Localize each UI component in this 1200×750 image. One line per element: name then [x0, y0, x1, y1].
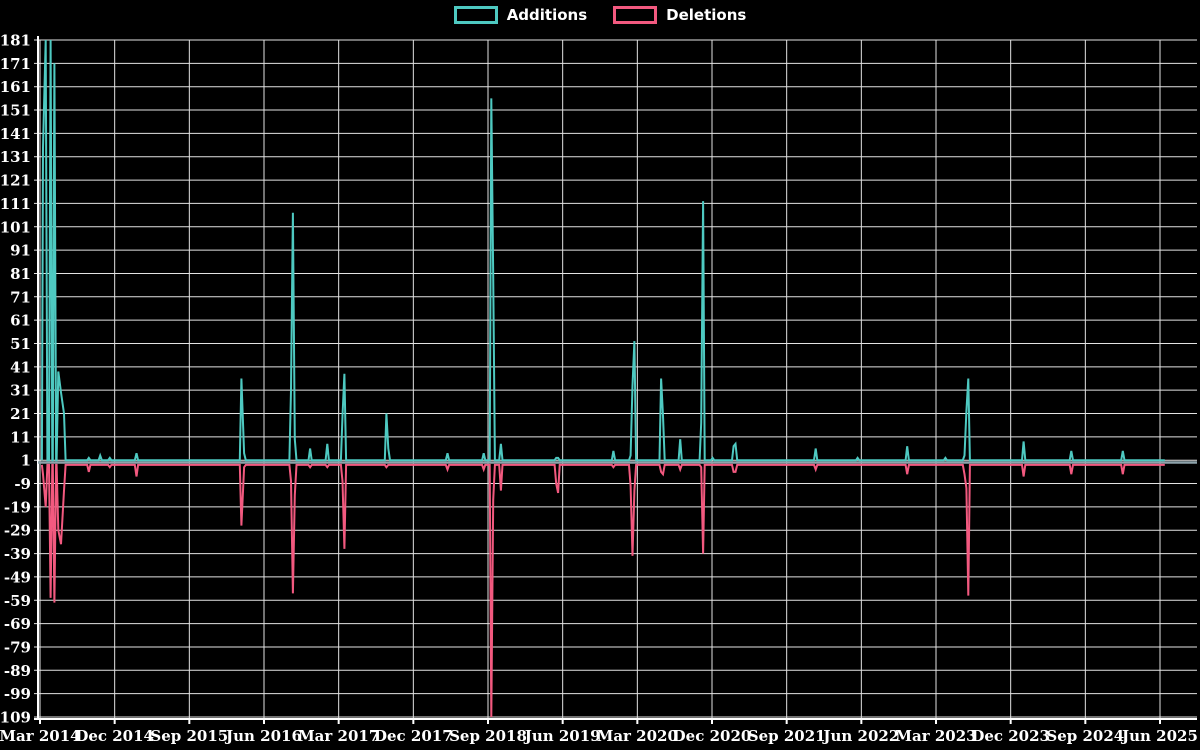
additions-legend-swatch	[453, 6, 498, 24]
y-tick-label: 121	[0, 172, 31, 190]
y-tick-label: 151	[0, 102, 31, 120]
y-tick-label: 171	[0, 55, 31, 73]
y-tick-label: 41	[10, 358, 31, 376]
y-tick-label: 181	[0, 32, 31, 50]
x-tick-label: Jun 2019	[523, 727, 601, 745]
y-tick-label: 61	[10, 312, 31, 330]
y-tick-label: -9	[14, 475, 31, 493]
y-tick-label: -99	[4, 685, 31, 703]
x-tick-label: Jun 2022	[821, 727, 899, 745]
x-tick-label: Mar 2014	[0, 727, 81, 745]
y-tick-label: -39	[4, 545, 31, 563]
y-tick-label: -29	[4, 522, 31, 540]
y-tick-label: 1	[21, 452, 31, 470]
deletions-series-line	[40, 463, 1165, 718]
chart-legend: Additions Deletions	[0, 6, 1200, 24]
x-tick-label: Dec 2017	[374, 727, 453, 745]
x-tick-label: Dec 2023	[971, 727, 1050, 745]
y-tick-label: 21	[10, 405, 31, 423]
y-tick-label: 111	[0, 195, 31, 213]
x-tick-label: Sep 2015	[150, 727, 228, 745]
y-tick-label: 131	[0, 148, 31, 166]
y-tick-label: 31	[10, 382, 31, 400]
x-tick-label: Sep 2021	[748, 727, 826, 745]
y-tick-label: 101	[0, 218, 31, 236]
y-tick-label: 81	[10, 265, 31, 283]
y-tick-label: 141	[0, 125, 31, 143]
deletions-legend-label: Deletions	[666, 6, 747, 24]
additions-series-line	[40, 39, 1165, 462]
x-tick-label: Jun 2025	[1120, 727, 1198, 745]
x-tick-label: Dec 2014	[75, 727, 154, 745]
y-tick-label: 11	[10, 428, 31, 446]
x-tick-label: Sep 2018	[449, 727, 527, 745]
y-tick-label: -79	[4, 638, 31, 656]
legend-item-deletions[interactable]: Deletions	[613, 6, 746, 24]
y-tick-label: 91	[10, 242, 31, 260]
x-tick-label: Mar 2020	[597, 727, 678, 745]
y-tick-label: 51	[10, 335, 31, 353]
x-tick-label: Sep 2024	[1046, 727, 1124, 745]
x-tick-label: Dec 2020	[673, 727, 752, 745]
y-tick-label: -19	[4, 498, 31, 516]
y-tick-label: -109	[0, 709, 31, 727]
y-tick-label: -89	[4, 662, 31, 680]
y-tick-label: -59	[4, 592, 31, 610]
y-tick-label: 161	[0, 78, 31, 96]
x-tick-label: Jun 2016	[224, 727, 302, 745]
additions-legend-label: Additions	[506, 6, 588, 24]
y-tick-label: -69	[4, 615, 31, 633]
y-tick-label: 71	[10, 288, 31, 306]
legend-item-additions[interactable]: Additions	[453, 6, 588, 24]
x-tick-label: Mar 2023	[895, 727, 976, 745]
y-tick-label: -49	[4, 568, 31, 586]
deletions-legend-swatch	[613, 6, 658, 24]
x-tick-label: Mar 2017	[298, 727, 379, 745]
